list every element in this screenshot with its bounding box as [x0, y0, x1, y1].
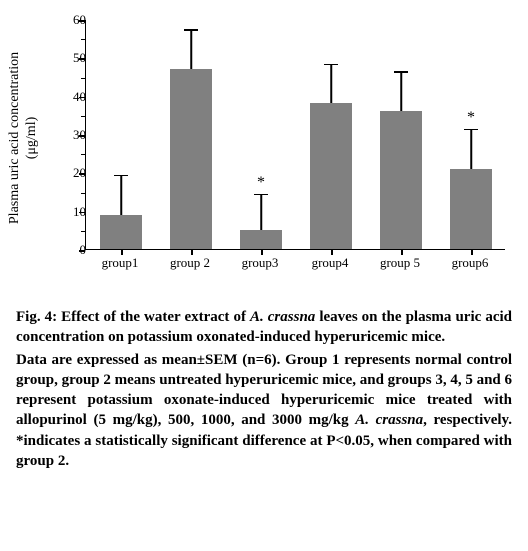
x-tick-label: group6 — [452, 255, 489, 271]
error-bar — [470, 130, 472, 168]
error-cap — [394, 71, 408, 73]
y-tick-label: 50 — [73, 50, 86, 66]
x-tick-label: group 5 — [380, 255, 420, 271]
error-cap — [324, 64, 338, 66]
error-bar — [260, 195, 262, 230]
bar — [310, 103, 352, 249]
caption-body-italic: A. crassna — [355, 412, 423, 428]
bar — [380, 111, 422, 249]
x-tick-label: group4 — [312, 255, 349, 271]
caption-body: Data are expressed as mean±SEM (n=6). Gr… — [16, 350, 512, 472]
error-cap — [184, 29, 198, 31]
y-tick-label: 60 — [73, 12, 86, 28]
error-cap — [114, 175, 128, 177]
fig-label: Fig. 4: — [16, 309, 61, 325]
x-tick-label: group3 — [242, 255, 279, 271]
bar — [240, 230, 282, 249]
y-tick-label: 10 — [73, 204, 86, 220]
y-tick-label: 0 — [80, 242, 87, 258]
error-cap — [254, 194, 268, 196]
y-tick-label: 40 — [73, 89, 86, 105]
y-minor-tick — [81, 154, 85, 155]
y-axis-title-line1: Plasma uric acid concentration — [7, 52, 23, 224]
error-bar — [330, 65, 332, 103]
y-minor-tick — [81, 78, 85, 79]
y-minor-tick — [81, 116, 85, 117]
y-axis-title-line2: (μg/ml) — [24, 117, 40, 160]
error-cap — [464, 129, 478, 131]
bar — [100, 215, 142, 250]
y-minor-tick — [81, 193, 85, 194]
bar-chart: Plasma uric acid concentration (μg/ml) *… — [10, 10, 518, 295]
error-bar — [120, 176, 122, 214]
caption-title-p1: Effect of the water extract of — [61, 309, 250, 325]
significance-marker: * — [467, 109, 475, 127]
y-tick-label: 30 — [73, 127, 86, 143]
x-tick-label: group 2 — [170, 255, 210, 271]
x-tick-label: group1 — [102, 255, 139, 271]
caption-title-italic: A. crassna — [250, 309, 315, 325]
plot-area: ** — [85, 20, 505, 250]
bar — [170, 69, 212, 249]
bar — [450, 169, 492, 250]
y-minor-tick — [81, 39, 85, 40]
error-bar — [190, 31, 192, 69]
caption-title: Fig. 4: Effect of the water extract of A… — [16, 307, 512, 348]
error-bar — [400, 73, 402, 111]
y-minor-tick — [81, 231, 85, 232]
y-tick-label: 20 — [73, 165, 86, 181]
figure-caption: Fig. 4: Effect of the water extract of A… — [10, 307, 518, 471]
significance-marker: * — [257, 174, 265, 192]
